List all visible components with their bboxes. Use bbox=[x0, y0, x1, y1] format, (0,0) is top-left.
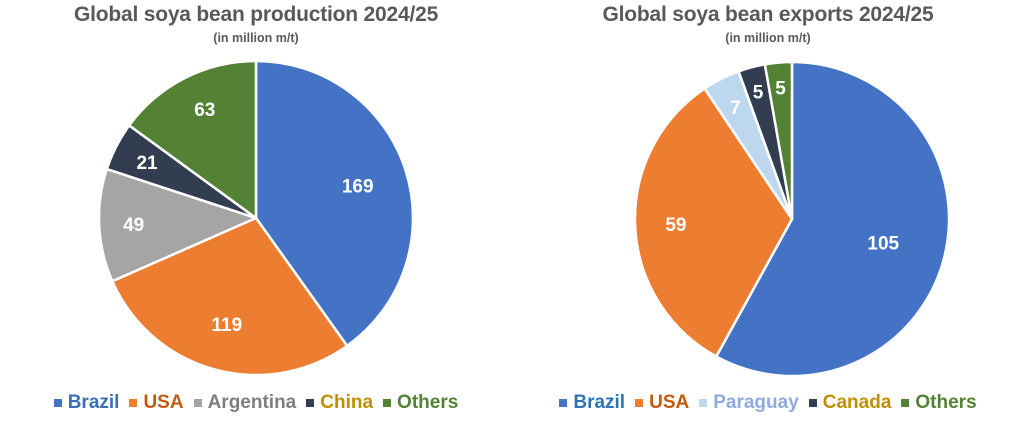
chart-legend: Brazil USA Argentina China Others bbox=[0, 392, 512, 414]
legend-label: Paraguay bbox=[713, 392, 799, 413]
legend-item-argentina: Argentina bbox=[193, 392, 297, 414]
legend-item-china: China bbox=[306, 392, 373, 414]
legend-label: USA bbox=[143, 392, 184, 413]
pie-slice-brazil bbox=[254, 59, 415, 348]
chart-legend: Brazil USA Paraguay Canada Others bbox=[512, 392, 1024, 414]
pie-slice-usa bbox=[111, 216, 349, 377]
legend-label: Brazil bbox=[67, 392, 120, 413]
data-label: 7 bbox=[730, 98, 741, 119]
chart-subtitle: (in million m/t) bbox=[213, 31, 299, 45]
legend-swatch-icon bbox=[193, 399, 202, 407]
legend-label: Brazil bbox=[573, 392, 626, 413]
legend-item-brazil: Brazil bbox=[559, 392, 625, 414]
pie-slice-usa bbox=[633, 87, 794, 358]
chart-title: Global soya bean exports 2024/25 bbox=[602, 3, 934, 26]
legend-item-others: Others bbox=[901, 392, 977, 414]
data-label: 5 bbox=[753, 83, 764, 104]
legend-item-others: Others bbox=[383, 392, 458, 414]
data-label: 105 bbox=[867, 233, 899, 254]
legend-item-usa: USA bbox=[635, 392, 689, 414]
data-label: 49 bbox=[123, 215, 144, 236]
pie-slice-others bbox=[127, 59, 258, 220]
pie-slice-others bbox=[763, 60, 794, 221]
legend-item-paraguay: Paraguay bbox=[699, 392, 799, 414]
pie-slice-argentina bbox=[97, 167, 258, 283]
legend-swatch-icon bbox=[559, 399, 568, 407]
production-chart-panel: Global soya bean production 2024/25 (in … bbox=[0, 3, 512, 414]
data-label: 5 bbox=[775, 79, 786, 100]
legend-swatch-icon bbox=[699, 399, 708, 407]
legend-label: China bbox=[320, 392, 374, 413]
legend-swatch-icon bbox=[808, 399, 817, 407]
legend-swatch-icon bbox=[383, 399, 392, 407]
chart-subtitle: (in million m/t) bbox=[725, 31, 811, 45]
legend-swatch-icon bbox=[53, 399, 62, 407]
legend-item-brazil: Brazil bbox=[53, 392, 120, 414]
legend-label: Others bbox=[915, 392, 977, 413]
legend-swatch-icon bbox=[901, 399, 910, 407]
legend-item-usa: USA bbox=[129, 392, 184, 414]
legend-label: Argentina bbox=[207, 392, 297, 413]
chart-title: Global soya bean production 2024/25 bbox=[73, 3, 439, 26]
legend-item-canada: Canada bbox=[808, 392, 892, 414]
data-label: 21 bbox=[136, 153, 158, 174]
legend-swatch-icon bbox=[129, 399, 138, 407]
legend-label: USA bbox=[649, 392, 690, 413]
legend-label: Canada bbox=[822, 392, 892, 413]
data-label: 59 bbox=[665, 215, 686, 236]
exports-chart-panel: Global soya bean exports 2024/25 (in mil… bbox=[512, 0, 1024, 421]
data-label: 169 bbox=[342, 176, 374, 197]
legend-label: Others bbox=[397, 392, 459, 413]
data-label: 119 bbox=[212, 315, 243, 336]
data-label: 63 bbox=[194, 100, 215, 121]
legend-swatch-icon bbox=[635, 399, 644, 407]
production-pie: 169 119 49 21 63 bbox=[97, 59, 415, 377]
pie-slice-brazil bbox=[715, 60, 951, 378]
legend-swatch-icon bbox=[306, 399, 315, 407]
